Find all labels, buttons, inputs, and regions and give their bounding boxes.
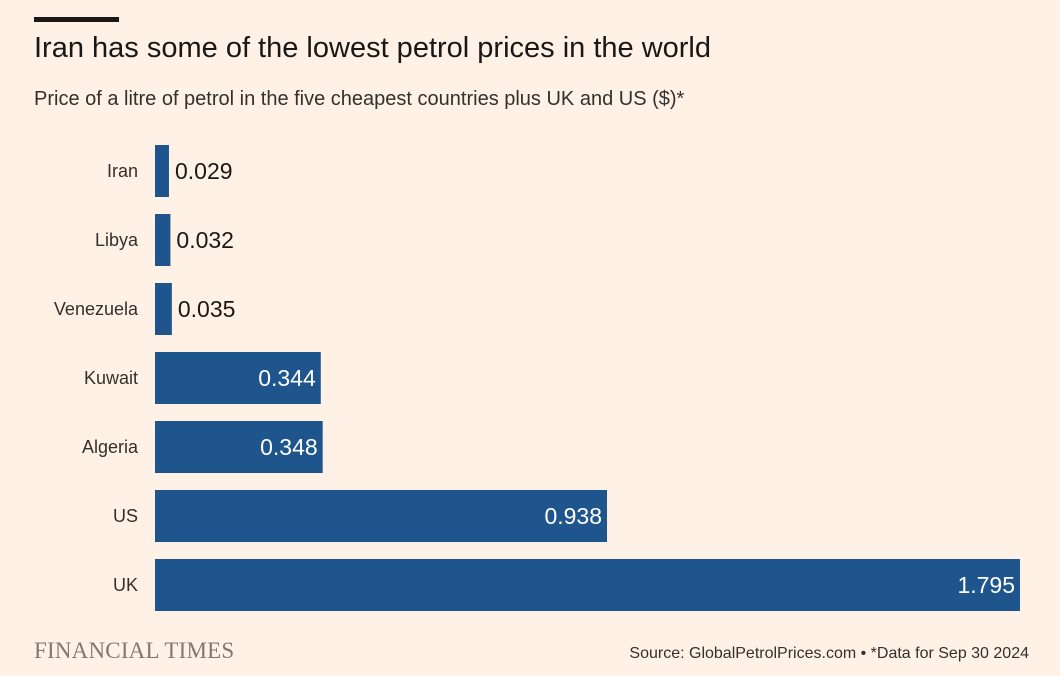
source-note: Source: GlobalPetrolPrices.com • *Data f…: [629, 645, 1029, 662]
category-label-kuwait: Kuwait: [84, 368, 138, 388]
category-label-libya: Libya: [95, 230, 139, 250]
value-label-uk: 1.795: [957, 572, 1015, 598]
bar-iran: [155, 145, 169, 197]
ft-logo: FINANCIAL TIMES: [34, 638, 235, 663]
value-label-iran: 0.029: [175, 158, 233, 184]
category-label-iran: Iran: [107, 161, 138, 181]
bar-venezuela: [155, 283, 172, 335]
value-label-venezuela: 0.035: [178, 296, 236, 322]
value-label-kuwait: 0.344: [258, 365, 316, 391]
bar-kuwait: [155, 352, 321, 404]
value-label-us: 0.938: [544, 503, 602, 529]
bar-chart: Iran 0.029 Libya 0.032 Venezuela 0.035 Kuwait 0…: [54, 145, 1020, 611]
category-label-us: US: [113, 506, 138, 526]
bar-us: [155, 490, 608, 542]
category-label-algeria: Algeria: [82, 437, 139, 457]
bar-uk: [155, 559, 1020, 611]
value-label-libya: 0.032: [176, 227, 234, 253]
bar-libya: [155, 214, 171, 266]
value-label-algeria: 0.348: [260, 434, 318, 460]
chart-subtitle: Price of a litre of petrol in the five c…: [34, 88, 685, 110]
category-label-venezuela: Venezuela: [54, 299, 139, 319]
top-rule: [34, 17, 119, 22]
bar-algeria: [155, 421, 323, 473]
category-label-uk: UK: [113, 575, 138, 595]
chart-title: Iran has some of the lowest petrol price…: [34, 32, 711, 64]
